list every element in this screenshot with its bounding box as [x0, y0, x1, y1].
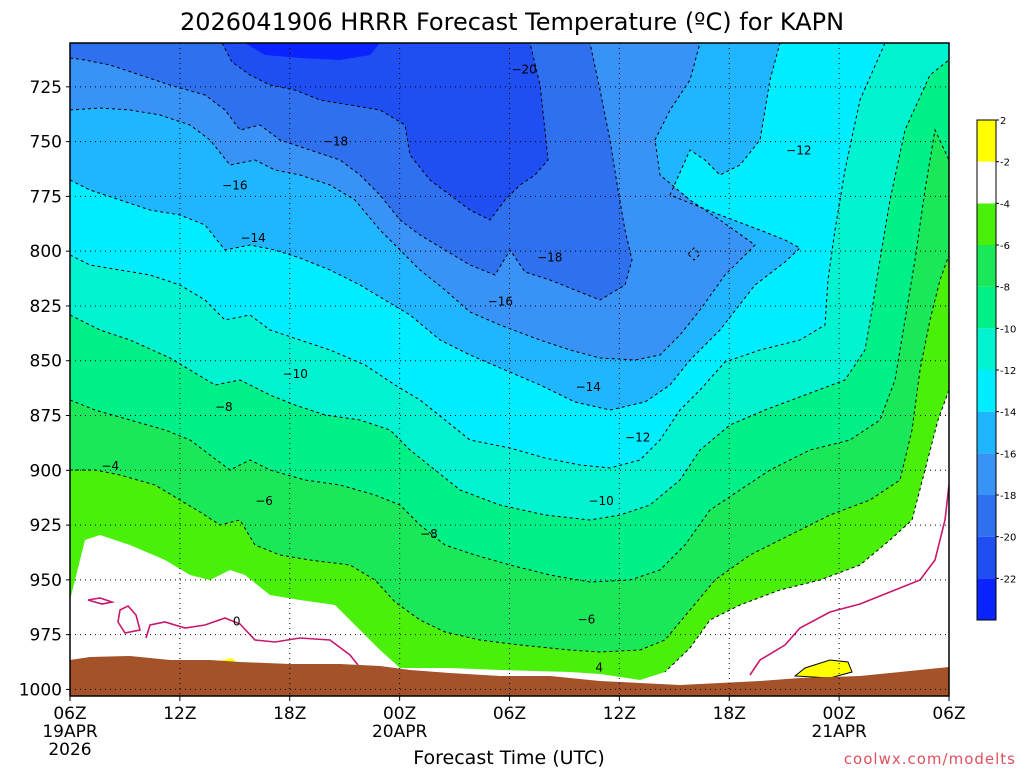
colorbar-swatch-0 — [977, 578, 996, 620]
contour-label-16: 4 — [595, 661, 603, 675]
x-tick-label-5-0: 12Z — [603, 704, 636, 724]
y-tick-label-875: 875 — [30, 407, 62, 427]
x-tick-label-6-0: 18Z — [713, 704, 746, 724]
y-tick-label-750: 750 — [30, 133, 62, 153]
y-axis: 725 750 775 800 825 850 875 900 925 950 975 1000 — [19, 78, 70, 700]
x-tick-label-0-0: 06Z — [53, 704, 86, 724]
colorbar-label-10: -2 — [1000, 158, 1010, 169]
colorbar-label-1: -20 — [1000, 533, 1016, 544]
x-tick-label-2-0: 18Z — [273, 704, 306, 724]
colorbar-swatch-8 — [977, 245, 996, 287]
contour-label-15: −6 — [578, 612, 596, 626]
colorbar-label-8: -6 — [1000, 241, 1010, 252]
colorbar-swatch-5 — [977, 370, 996, 412]
contour-labels: −20 −18 −16 −14 −12 −18 −16 −10 −14 −8 −12 −4 −6 −10 −… — [101, 62, 811, 674]
x-tick-label-4-0: 06Z — [493, 704, 526, 724]
colorbar-swatch-3 — [977, 453, 996, 495]
colorbar-label-2: -18 — [1000, 491, 1016, 502]
colorbar-swatch-11 — [977, 120, 996, 162]
y-tick-label-900: 900 — [30, 461, 62, 481]
contour-label-2: −16 — [222, 178, 247, 192]
ground-surface — [70, 656, 949, 696]
y-tick-label-1000: 1000 — [19, 680, 62, 700]
temperature-field — [70, 43, 949, 696]
colorbar-swatch-6 — [977, 328, 996, 370]
contour-label-7: −10 — [283, 367, 308, 381]
chart-title: 2026041906 HRRR Forecast Temperature (ºC… — [180, 8, 844, 36]
y-tick-label-825: 825 — [30, 297, 62, 317]
x-tick-label-7-1: 21APR — [811, 722, 867, 742]
colorbar-label-0: -22 — [1000, 574, 1016, 585]
colorbar-label-5: -12 — [1000, 366, 1016, 377]
y-tick-label-950: 950 — [30, 571, 62, 591]
band-minus20 — [222, 43, 548, 220]
y-tick-label-975: 975 — [30, 626, 62, 646]
y-tick-label-725: 725 — [30, 78, 62, 98]
contour-label-17: 0 — [233, 614, 241, 628]
colorbar-swatch-9 — [977, 203, 996, 245]
contour-label-1: −18 — [323, 135, 348, 149]
colorbar-label-7: -8 — [1000, 283, 1010, 294]
x-tick-label-7-0: 00Z — [822, 704, 855, 724]
credit-text: coolwx.com/modelts — [844, 750, 1016, 768]
x-tick-label-1-0: 12Z — [163, 704, 196, 724]
colorbar-swatch-1 — [977, 536, 996, 579]
isotherm-lines — [70, 43, 949, 673]
contour-label-8: −14 — [576, 380, 601, 394]
y-tick-label-800: 800 — [30, 242, 62, 262]
contour-label-5: −18 — [537, 251, 562, 265]
x-tick-label-0-1: 19APR — [42, 722, 98, 742]
contour-label-14: −8 — [420, 527, 438, 541]
colorbar-label-6: -10 — [1000, 324, 1016, 335]
contour-label-12: −6 — [255, 494, 273, 508]
y-tick-label-775: 775 — [30, 187, 62, 207]
colorbar-swatch-10 — [977, 161, 996, 204]
colorbar-label-3: -16 — [1000, 449, 1016, 460]
contour-label-10: −12 — [625, 430, 650, 444]
x-tick-label-3-0: 00Z — [383, 704, 416, 724]
colorbar-swatch-7 — [977, 286, 996, 329]
freezing-line — [87, 484, 949, 676]
x-tick-label-8-0: 06Z — [932, 704, 965, 724]
contour-label-3: −14 — [240, 231, 265, 245]
contour-label-13: −10 — [588, 494, 613, 508]
colorbar-swatch-4 — [977, 411, 996, 454]
contour-label-9: −8 — [215, 400, 233, 414]
contour-label-6: −16 — [488, 295, 513, 309]
colorbar-label-9: -4 — [1000, 199, 1010, 210]
colorbar-label-4: -14 — [1000, 408, 1016, 419]
x-axis-title: Forecast Time (UTC) — [413, 747, 604, 768]
colorbar-swatch-2 — [977, 495, 996, 537]
x-tick-label-3-1: 20APR — [372, 722, 428, 742]
x-tick-label-0-2: 2026 — [48, 740, 91, 760]
y-tick-label-925: 925 — [30, 516, 62, 536]
contour-label-11: −4 — [101, 459, 119, 473]
colorbar-label-11: 2 — [1000, 116, 1006, 127]
colorbar: -22-20-18-16-14-12-10-8-6-4-22 — [976, 116, 1016, 621]
contour-label-0: −20 — [511, 62, 536, 76]
y-tick-label-850: 850 — [30, 352, 62, 372]
contour-label-4: −12 — [786, 143, 811, 157]
band-minus22 — [245, 43, 380, 60]
